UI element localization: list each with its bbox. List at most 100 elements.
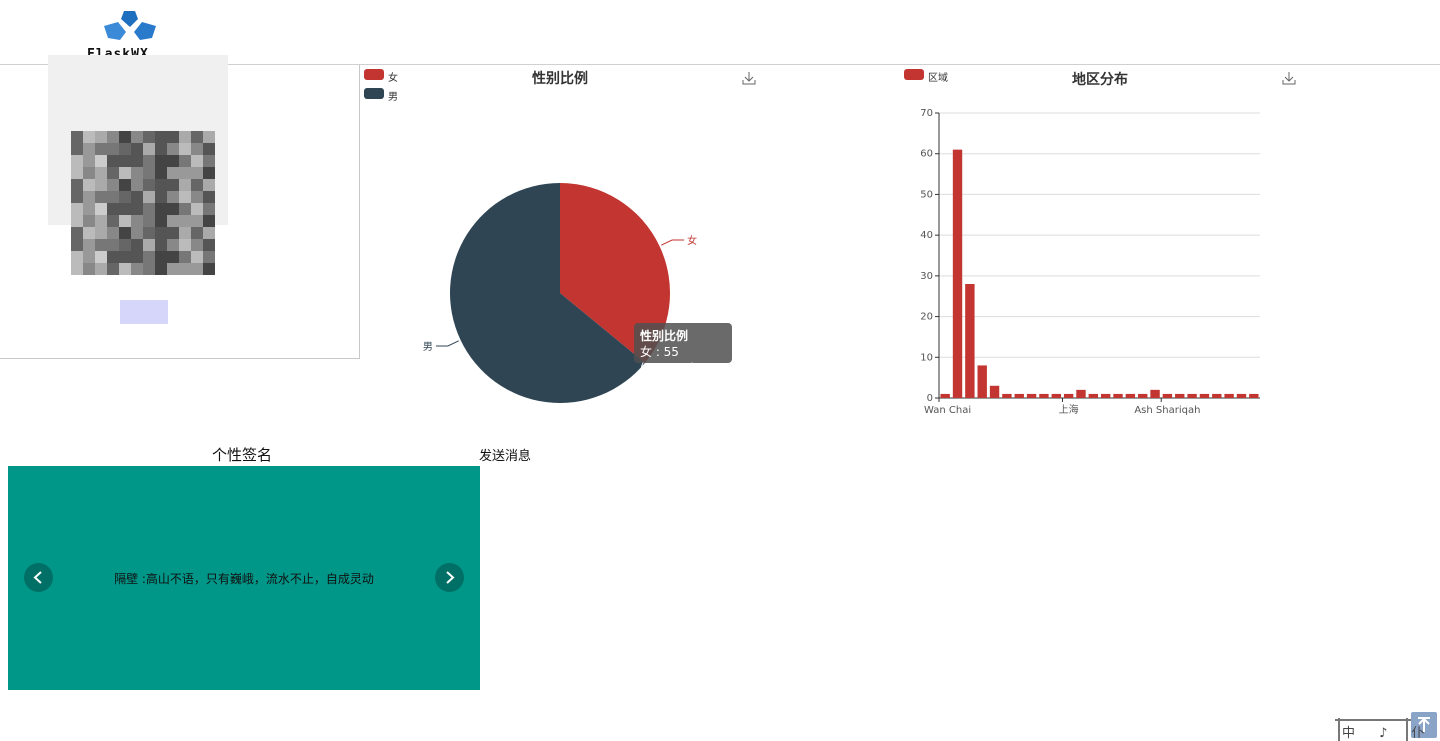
qr-cell — [167, 191, 179, 203]
legend-swatch-male[interactable] — [364, 88, 384, 99]
legend-swatch-region[interactable] — [904, 69, 924, 80]
bar[interactable] — [952, 149, 963, 398]
qr-cell — [119, 215, 131, 227]
qr-cell — [107, 143, 119, 155]
qr-cell — [167, 239, 179, 251]
gender-pie-chart: 女男 — [423, 183, 697, 403]
qr-cell — [167, 263, 179, 275]
x-tick-label: Wan Chai — [924, 405, 971, 416]
qr-cell — [119, 143, 131, 155]
qr-cell — [155, 131, 167, 143]
qr-cell — [131, 215, 143, 227]
qr-cell — [71, 251, 83, 263]
legend-label-region[interactable]: 区域 — [928, 73, 948, 84]
qr-cell — [179, 155, 191, 167]
qr-cell — [203, 131, 215, 143]
qr-cell — [143, 143, 155, 155]
download-icon[interactable] — [741, 70, 757, 86]
signature-text: 隔壁 :高山不语，只有巍峨，流水不止，自成灵动 — [114, 572, 374, 586]
qr-cell — [191, 239, 203, 251]
input-method-widget[interactable] — [1331, 712, 1440, 741]
legend-swatch-female[interactable] — [364, 69, 384, 80]
bar[interactable] — [1199, 393, 1210, 398]
bar[interactable] — [1113, 393, 1123, 398]
qr-cell — [143, 227, 155, 239]
pie-slice[interactable] — [450, 183, 645, 403]
bar[interactable] — [1249, 393, 1259, 398]
tooltip-value: 女 : 55 (35.95%) — [640, 345, 696, 375]
bar[interactable] — [1162, 393, 1173, 398]
qr-cell — [119, 263, 131, 275]
qr-cell — [179, 215, 191, 227]
qr-cell — [167, 203, 179, 215]
pie-slice[interactable] — [560, 183, 670, 363]
send-message-title[interactable]: 发送消息 — [479, 449, 532, 464]
bar[interactable] — [1002, 393, 1012, 398]
signature-carousel — [8, 466, 480, 690]
qr-cell — [71, 179, 83, 191]
qr-cell — [83, 251, 95, 263]
x-tick-label: Ash Shariqah — [1134, 405, 1200, 416]
qr-cell — [203, 191, 215, 203]
qr-cell — [155, 239, 167, 251]
legend-label-male[interactable]: 男 — [388, 92, 398, 103]
bar[interactable] — [1039, 393, 1049, 398]
chart-tooltip: 性别比例 女 : 55 (35.95%) — [634, 323, 732, 375]
qr-cell — [83, 167, 95, 179]
qr-cell — [191, 155, 203, 167]
qr-cell — [71, 167, 83, 179]
bar[interactable] — [1051, 393, 1061, 398]
y-tick-label: 30 — [920, 271, 933, 282]
qr-cell — [203, 239, 215, 251]
bar[interactable] — [1026, 393, 1037, 398]
download-icon[interactable] — [1281, 70, 1297, 86]
qr-cell — [119, 191, 131, 203]
bar[interactable] — [1014, 393, 1024, 398]
bar[interactable] — [1100, 393, 1111, 398]
bar[interactable] — [1187, 393, 1197, 398]
qr-cell — [143, 251, 155, 263]
carousel-next-button[interactable] — [435, 563, 464, 592]
qr-cell — [83, 191, 95, 203]
bar[interactable] — [989, 385, 1000, 398]
bar[interactable] — [1236, 393, 1247, 398]
qr-cell — [143, 179, 155, 191]
qr-cell — [83, 203, 95, 215]
qr-cell — [191, 227, 203, 239]
bar[interactable] — [1212, 393, 1222, 398]
qr-cell — [203, 227, 215, 239]
qr-cell — [179, 239, 191, 251]
bar[interactable] — [1076, 389, 1086, 398]
signature-title: 个性签名 — [212, 446, 273, 464]
qr-cell — [191, 251, 203, 263]
bar[interactable] — [1125, 393, 1136, 398]
qr-cell — [179, 203, 191, 215]
qr-cell — [95, 239, 107, 251]
bar[interactable] — [1138, 393, 1148, 398]
legend-label-female[interactable]: 女 — [388, 73, 398, 84]
qr-cell — [131, 131, 143, 143]
bar[interactable] — [1150, 389, 1160, 398]
qr-cell — [131, 203, 143, 215]
bar[interactable] — [1088, 393, 1099, 398]
bar[interactable] — [1063, 393, 1074, 398]
bar[interactable] — [977, 365, 987, 398]
qr-cell — [143, 155, 155, 167]
qr-cell — [107, 227, 119, 239]
qr-cell — [131, 251, 143, 263]
carousel-prev-button[interactable] — [24, 563, 53, 592]
bar[interactable] — [1224, 393, 1234, 398]
profile-caption-blurred — [120, 300, 168, 324]
gender-chart-title: 性别比例 — [532, 71, 588, 87]
qr-cell — [119, 131, 131, 143]
qr-cell — [167, 251, 179, 263]
qr-cell — [119, 179, 131, 191]
bar[interactable] — [1175, 393, 1185, 398]
qr-cell — [191, 167, 203, 179]
qr-cell — [203, 143, 215, 155]
qr-cell — [143, 203, 155, 215]
bar[interactable] — [965, 284, 975, 398]
region-bar-chart: 0 10 20 30 40 50 60 70 Wan Chai 上海 Ash Shariqah — [920, 108, 1260, 416]
bar[interactable] — [940, 393, 950, 398]
qr-cell — [191, 179, 203, 191]
